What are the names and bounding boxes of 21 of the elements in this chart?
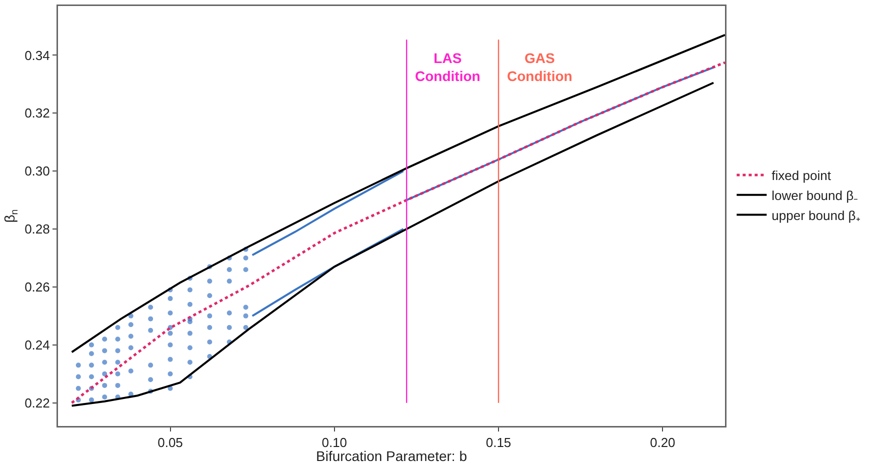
legend-label: fixed point [772, 168, 832, 184]
y-tick-label: 0.28 [24, 222, 50, 237]
line-series [251, 170, 404, 256]
y-tick-label: 0.32 [24, 106, 50, 121]
y-tick-label: 0.22 [24, 395, 50, 410]
legend-label: upper bound β₊ [772, 208, 860, 223]
x-axis-title: Bifurcation Parameter: b [316, 448, 468, 464]
line-series [406, 66, 716, 202]
x-tick-label: 0.15 [486, 435, 512, 450]
line-series [70, 34, 725, 354]
y-tick-label: 0.30 [24, 164, 50, 179]
x-tick-label: 0.05 [158, 435, 183, 450]
ref-line-label: GAS Condition [507, 50, 572, 84]
y-tick-label: 0.34 [24, 48, 50, 63]
legend-label: lower bound β₋ [772, 188, 858, 203]
x-tick-label: 0.20 [650, 435, 676, 450]
x-tick-label: 0.10 [322, 435, 348, 450]
y-tick-label: 0.24 [24, 337, 50, 352]
line-series [251, 228, 404, 317]
ref-line-label: LAS Condition [415, 50, 480, 84]
y-tick-label: 0.26 [24, 280, 50, 295]
